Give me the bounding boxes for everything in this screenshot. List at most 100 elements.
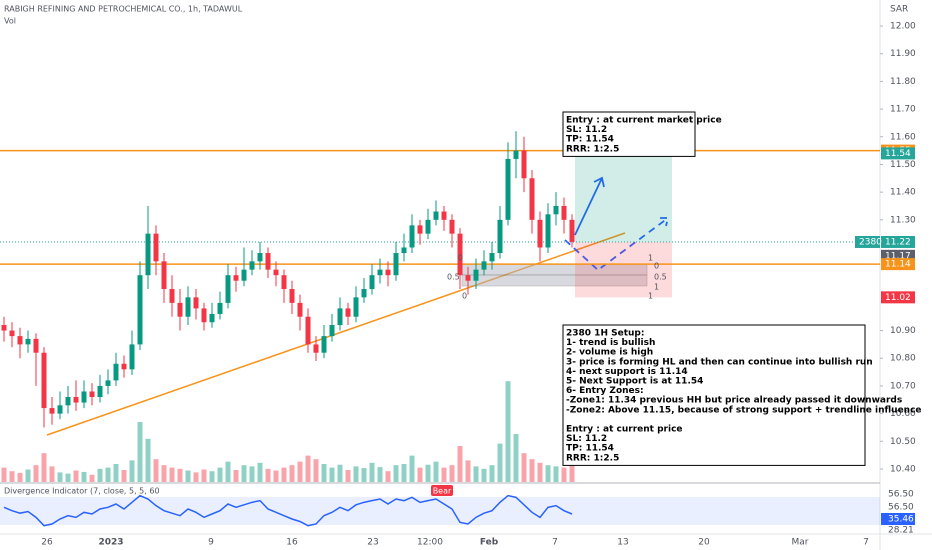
candle-body (361, 289, 367, 298)
note-line: TP: 11.54 (566, 444, 614, 454)
volume-bar (233, 470, 239, 482)
volume-bar (105, 467, 111, 482)
volume-bar (73, 470, 79, 482)
stop-zone (575, 241, 672, 298)
candle-body (473, 269, 479, 281)
volume-bar (401, 464, 407, 482)
y-tick-label: 10.80 (890, 354, 916, 364)
candle-body (545, 214, 551, 248)
candle-body (393, 253, 399, 276)
candle-body (449, 219, 455, 234)
candle-body (257, 253, 263, 262)
candle-body (569, 219, 575, 242)
volume-bar (361, 468, 367, 482)
fib-label: 0.5 (447, 273, 460, 282)
price-tag (881, 147, 915, 160)
note-line: 6- Entry Zones: (566, 386, 644, 396)
volume-bar (561, 467, 567, 482)
volume-bar (289, 465, 295, 482)
position-label: 0.5 (654, 273, 667, 282)
marker-bg (431, 485, 453, 496)
candle-body (241, 269, 247, 281)
volume-bar (369, 462, 375, 482)
volume-bar (153, 459, 159, 482)
volume-bar (97, 468, 103, 482)
y-tick-label: 11.40 (890, 188, 916, 198)
candle-body (73, 397, 79, 403)
volume-bar (185, 470, 191, 482)
y-tick-label: 10.40 (890, 464, 916, 474)
x-tick-label: 23 (367, 538, 378, 548)
candle-body (465, 275, 471, 281)
dashed-arrow (564, 217, 670, 272)
candle-body (489, 253, 495, 262)
candle-body (57, 405, 63, 414)
volume-bar (17, 472, 23, 482)
note-line: -Zone2: Above 11.15, because of strong s… (566, 405, 922, 415)
candle-body (513, 150, 519, 159)
volume-bar (145, 438, 151, 482)
volume-bar (193, 472, 199, 482)
candle-body (89, 391, 95, 398)
candle-body (345, 308, 351, 317)
x-tick-label: 2023 (98, 538, 123, 548)
candle-body (201, 308, 207, 323)
volume-bar (417, 467, 423, 482)
y-tick-label: 11.90 (890, 49, 916, 59)
note-line: SL: 11.2 (566, 125, 607, 135)
volume-bar (457, 446, 463, 482)
candle-body (417, 225, 423, 234)
candle-body (553, 205, 559, 215)
volume-bar (481, 468, 487, 482)
x-tick-label: 20 (698, 538, 710, 548)
candle-body (233, 275, 239, 281)
volume-bar (353, 466, 359, 482)
volume-bar (33, 465, 39, 482)
indicator-line (3, 494, 573, 527)
candle-body (129, 344, 135, 370)
candle-body (353, 297, 359, 317)
candle-body (321, 336, 327, 353)
price-tag-label: 11.54 (885, 149, 911, 159)
candle-body (185, 297, 191, 317)
candle-body (265, 253, 271, 270)
x-tick-label: 26 (41, 538, 53, 548)
volume-bar (217, 467, 223, 482)
position-label: 1 (648, 292, 653, 301)
candle-body (169, 289, 175, 303)
candle-body (113, 363, 119, 381)
candle-body (1, 325, 7, 331)
y-tick-label: 10.70 (890, 381, 916, 391)
candle-body (17, 336, 23, 345)
x-tick-label: 7 (552, 538, 558, 548)
y-tick-label: 11.50 (890, 160, 916, 170)
fib-label: 0 (458, 254, 463, 263)
price-tag-label: 11.22 (885, 237, 911, 247)
candle-body (369, 275, 375, 290)
candle-body (289, 289, 295, 303)
volume-bar (89, 474, 95, 482)
volume-bar (433, 461, 439, 482)
note-line: 2- volume is high (566, 348, 653, 358)
candle-body (505, 158, 511, 220)
candle-body (105, 380, 111, 386)
candle-body (25, 338, 31, 345)
volume-bar (545, 465, 551, 482)
x-tick-label: 16 (286, 538, 298, 548)
candle-body (9, 330, 15, 337)
volume-bar (81, 471, 87, 482)
note-line: 2380 1H Setup: (566, 329, 644, 339)
candle-body (385, 269, 391, 276)
volume-bar (465, 460, 471, 482)
price-tag-label: 11.02 (885, 293, 911, 303)
volume-bar (121, 470, 127, 482)
y-tick-label: 11.30 (890, 215, 916, 225)
candle-body (537, 219, 543, 248)
volume-bar (441, 467, 447, 482)
volume-bar (241, 465, 247, 482)
volume-bar (537, 462, 543, 482)
y-tick-label: 11.60 (890, 132, 916, 142)
candle-body (49, 408, 55, 414)
volume-bar (553, 466, 559, 482)
fib-label: 0 (462, 292, 467, 301)
